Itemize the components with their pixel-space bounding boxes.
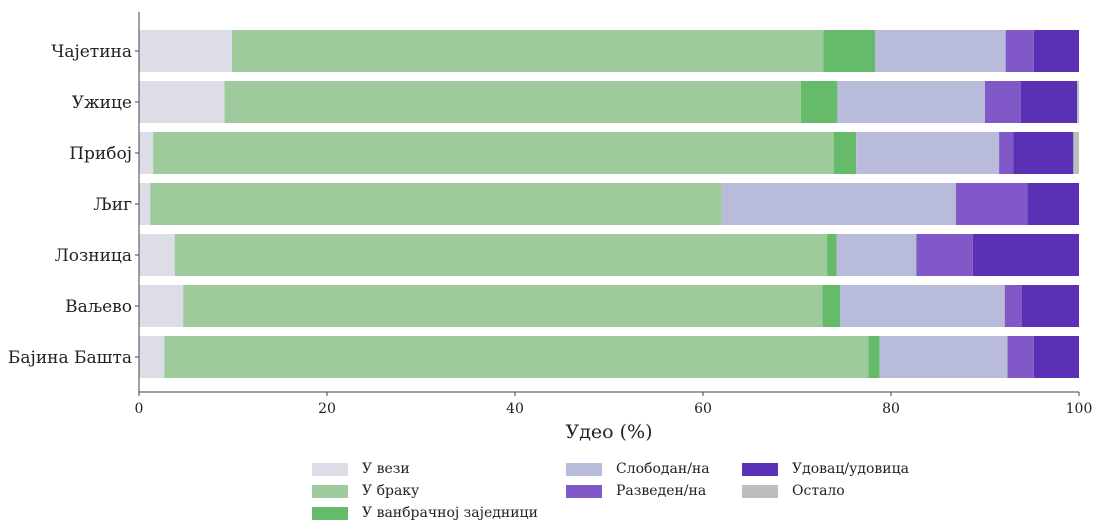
legend: У вези У браку У ванбрачној заједници Сл…: [312, 458, 952, 528]
bar-segment: [139, 234, 175, 276]
bar-segment: [224, 81, 801, 123]
x-axis-label: Удео (%): [565, 421, 652, 443]
x-tick-label: 40: [506, 401, 524, 417]
bar-segment: [1077, 81, 1079, 123]
bar-segment: [868, 336, 880, 378]
legend-swatch-slobodan: [566, 462, 602, 476]
bar-segment: [840, 285, 1005, 327]
bar-segment: [836, 234, 917, 276]
bar-segment: [837, 81, 985, 123]
legend-label: У ванбрачној заједници: [362, 505, 538, 521]
y-tick-labels: Чајетина Ужице Прибој Љиг Лозница Ваљево Бајин…: [8, 42, 139, 368]
bar-segment: [139, 285, 184, 327]
legend-label: Остало: [792, 483, 845, 499]
bar-segment: [139, 183, 151, 225]
bar-segment: [999, 132, 1014, 174]
legend-label: Разведен/на: [616, 483, 707, 499]
bar-segment: [972, 234, 1079, 276]
bar-segment: [1020, 81, 1078, 123]
legend-swatch-u-vezi: [312, 462, 348, 476]
bar-segment: [721, 183, 956, 225]
bar-segment: [139, 30, 233, 72]
bar-segment: [139, 336, 165, 378]
legend-item: Удовац/удовица: [742, 458, 909, 480]
bar-segment: [1007, 336, 1034, 378]
bar-segment: [1004, 285, 1022, 327]
bars-group: [139, 30, 1079, 378]
y-tick-label: Прибој: [69, 144, 132, 164]
legend-swatch-udovac: [742, 462, 778, 476]
bar-segment: [1013, 132, 1074, 174]
bar-segment: [164, 336, 869, 378]
x-tick-label: 0: [135, 401, 144, 417]
bar-segment: [150, 183, 722, 225]
legend-label: Удовац/удовица: [792, 461, 909, 477]
x-tick-label: 60: [694, 401, 712, 417]
y-tick-label: Чајетина: [51, 42, 132, 62]
bar-segment: [916, 234, 973, 276]
bar-segment: [1073, 132, 1079, 174]
y-tick-label: Ваљево: [65, 297, 132, 317]
legend-item: У ванбрачној заједници: [312, 502, 538, 524]
bar-segment: [1033, 30, 1079, 72]
legend-item: Слободан/на: [566, 458, 710, 480]
bar-segment: [822, 285, 841, 327]
bar-segment: [955, 183, 1028, 225]
bar-segment: [232, 30, 824, 72]
y-tick-label: Ужице: [72, 93, 132, 113]
legend-label: Слободан/на: [616, 461, 710, 477]
legend-item: У вези: [312, 458, 538, 480]
legend-label: У вези: [362, 461, 410, 477]
bar-segment: [985, 81, 1021, 123]
y-tick-label: Бајина Башта: [8, 348, 132, 368]
bar-segment: [174, 234, 828, 276]
bar-segment: [139, 132, 154, 174]
legend-item: Разведен/на: [566, 480, 710, 502]
legend-swatch-u-braku: [312, 484, 348, 498]
x-tick-label: 100: [1066, 401, 1093, 417]
y-tick-label: Љиг: [93, 195, 132, 215]
legend-label: У браку: [362, 483, 420, 499]
legend-item: Остало: [742, 480, 909, 502]
x-tick-label: 20: [318, 401, 336, 417]
legend-swatch-razveden: [566, 484, 602, 498]
bar-segment: [153, 132, 834, 174]
bar-segment: [800, 81, 838, 123]
bar-segment: [879, 336, 1008, 378]
legend-swatch-ostalo: [742, 484, 778, 498]
y-tick-label: Лозница: [55, 246, 132, 266]
bar-segment: [1027, 183, 1079, 225]
legend-item: У браку: [312, 480, 538, 502]
x-tick-label: 80: [882, 401, 900, 417]
bar-segment: [856, 132, 1000, 174]
bar-segment: [875, 30, 1006, 72]
bar-segment: [1033, 336, 1079, 378]
bar-segment: [827, 234, 837, 276]
bar-segment: [1021, 285, 1079, 327]
bar-segment: [833, 132, 857, 174]
x-tick-labels: 0 20 40 60 80 100: [135, 392, 1093, 417]
legend-swatch-vanbracna: [312, 506, 348, 520]
bar-segment: [139, 81, 225, 123]
bar-segment: [823, 30, 876, 72]
bar-segment: [1005, 30, 1034, 72]
bar-segment: [183, 285, 823, 327]
